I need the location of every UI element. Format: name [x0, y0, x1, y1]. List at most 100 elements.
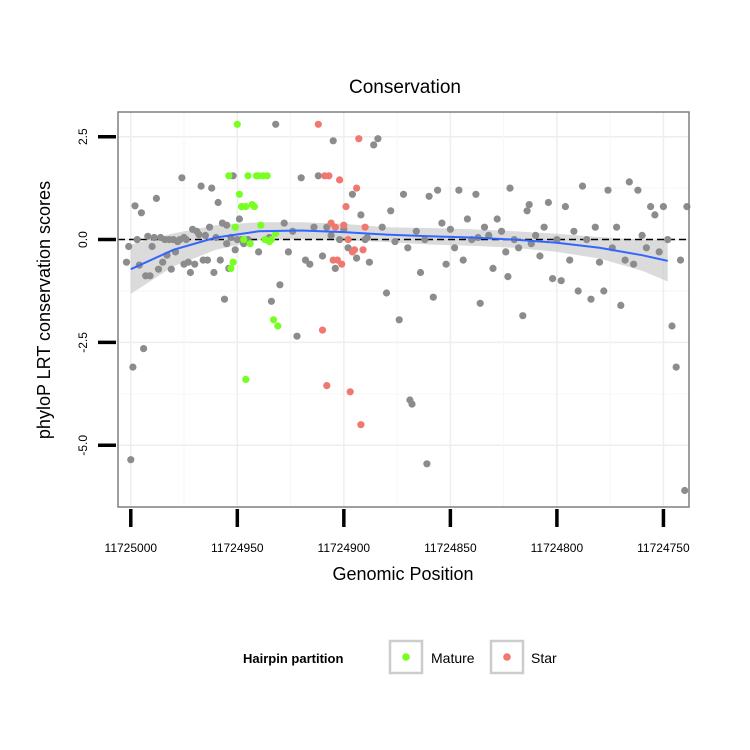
point-other: [203, 256, 212, 264]
point-other: [451, 244, 459, 252]
point-other: [540, 223, 548, 231]
point-other: [122, 258, 131, 266]
point-other: [668, 322, 676, 330]
point-other: [455, 186, 463, 194]
point-other: [186, 268, 194, 277]
y-tick-label: 2.5: [76, 128, 90, 145]
point-other: [306, 260, 314, 268]
point-other: [348, 190, 356, 198]
point-other: [446, 225, 454, 233]
point-other: [327, 231, 335, 239]
point-other: [438, 219, 446, 227]
grid-lines: [118, 112, 689, 507]
point-other: [617, 301, 625, 309]
point-other: [600, 287, 608, 295]
point-other: [197, 182, 205, 190]
point-other: [647, 203, 655, 211]
legend: Hairpin partition Mature Star: [243, 639, 557, 675]
point-mature: [240, 236, 248, 244]
point-star: [346, 388, 354, 396]
point-other: [625, 178, 633, 186]
point-other: [485, 231, 493, 239]
legend-label-star: Star: [531, 650, 557, 666]
point-other: [574, 287, 582, 295]
point-other: [140, 345, 148, 353]
point-other: [363, 233, 371, 242]
point-other: [434, 186, 442, 194]
point-star: [357, 421, 365, 429]
point-other: [549, 275, 557, 283]
point-other: [387, 207, 395, 215]
point-other: [314, 172, 322, 180]
point-other: [223, 240, 231, 248]
y-tick-label: 0.0: [76, 231, 90, 248]
point-other: [621, 256, 629, 264]
point-other: [293, 332, 301, 340]
point-star: [342, 203, 350, 211]
point-other: [180, 233, 188, 242]
point-other: [395, 316, 403, 324]
point-other: [515, 244, 523, 252]
point-other: [127, 456, 135, 464]
point-other: [423, 460, 431, 468]
point-other: [365, 258, 373, 266]
point-mature: [229, 258, 237, 266]
point-other: [206, 223, 214, 231]
point-star: [350, 246, 359, 254]
point-other: [595, 258, 604, 266]
point-other: [353, 254, 361, 262]
point-other: [280, 219, 288, 227]
point-star: [353, 184, 361, 192]
y-tick-label: -5.0: [76, 435, 90, 456]
point-other: [544, 198, 553, 207]
point-star: [359, 246, 367, 254]
point-mature: [225, 172, 233, 180]
point-mature: [244, 172, 252, 180]
point-mature: [269, 316, 278, 324]
point-other: [220, 295, 229, 303]
point-other: [506, 184, 514, 192]
point-other: [557, 277, 565, 285]
point-other: [391, 238, 399, 246]
point-other: [642, 244, 651, 252]
y-axis-label: phyloP LRT conservation scores: [34, 181, 54, 439]
point-mature: [227, 264, 235, 272]
point-other: [406, 396, 414, 404]
point-other: [519, 312, 527, 320]
point-other: [604, 186, 612, 194]
point-other: [159, 258, 167, 266]
point-other: [463, 215, 471, 223]
point-other: [630, 260, 638, 268]
point-other: [331, 264, 339, 272]
point-other: [399, 190, 408, 198]
chart-title: Conservation: [349, 77, 461, 98]
point-mature: [274, 322, 282, 330]
x-tick-label: 11725000: [105, 541, 158, 555]
point-other: [429, 293, 437, 301]
point-other: [131, 202, 139, 210]
plot-panel: [117, 111, 691, 508]
point-other: [459, 256, 467, 264]
plot-border: [117, 111, 690, 508]
point-other: [374, 135, 382, 143]
x-tick-label: 11724800: [531, 541, 584, 555]
point-other: [536, 252, 544, 260]
point-other: [195, 231, 203, 239]
point-other: [255, 248, 263, 256]
y-tick-label: -2.5: [76, 332, 90, 353]
point-other: [336, 236, 344, 244]
legend-dot-mature: [402, 653, 410, 661]
point-other: [497, 227, 506, 235]
point-other: [235, 215, 243, 223]
point-other: [191, 260, 199, 268]
point-other: [272, 120, 280, 128]
scatter-points: [122, 120, 691, 495]
x-tick-label: 11724900: [318, 541, 371, 555]
point-other: [493, 215, 501, 223]
point-other: [489, 264, 497, 272]
point-other: [664, 236, 672, 244]
point-other: [129, 363, 137, 371]
legend-entry-star: Star: [489, 639, 557, 675]
point-other: [178, 174, 186, 182]
point-other: [167, 265, 175, 273]
